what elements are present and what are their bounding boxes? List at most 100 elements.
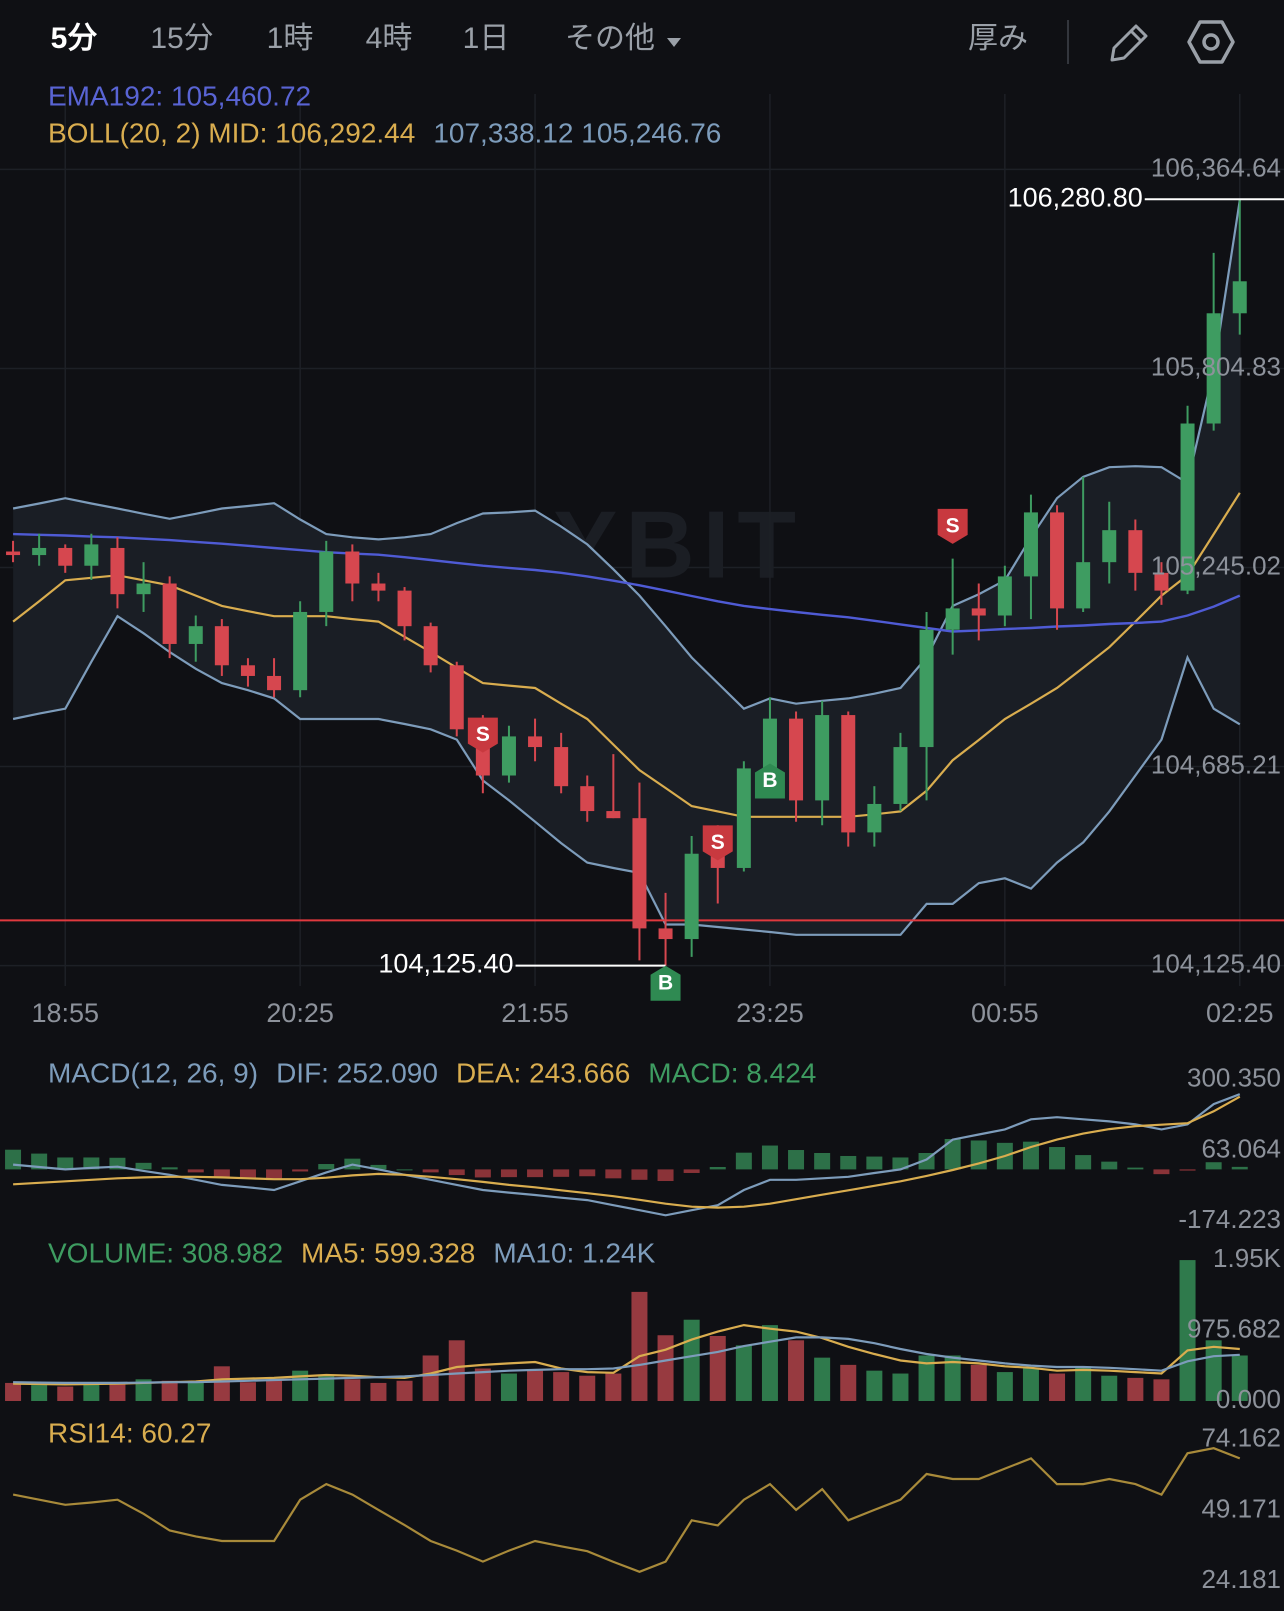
rsi-line [12,1447,1241,1573]
depth-tab[interactable]: 厚み [968,22,1028,55]
volume-ma-line [13,1336,1240,1384]
volume-bar [527,1370,544,1401]
macd-histogram-bar [213,1169,230,1177]
candle-body [580,786,595,812]
macd-histogram-bar [1101,1161,1118,1170]
volume-bar [814,1357,831,1401]
candle-body [841,715,856,833]
y-tick-label: 105,804.83 [1151,351,1281,381]
interval-tab[interactable]: 4時 [366,22,413,55]
candle-body [684,853,699,940]
legend-item: DEA: 243.666 [456,1057,630,1088]
macd-histogram-bar [605,1169,622,1179]
volume-bar [135,1379,152,1401]
y-tick-label: 74.162 [1201,1423,1281,1453]
legend-item: MA5: 599.328 [301,1237,475,1268]
legend-item: MACD: 8.424 [648,1057,816,1088]
volume-bar [1101,1375,1118,1401]
volume-bar [657,1335,674,1401]
candle-body [815,715,830,801]
macd-histogram-bar [761,1145,778,1170]
macd-histogram-bar [892,1157,909,1170]
macd-histogram-bar [657,1169,674,1182]
candle-body [501,736,516,776]
volume-bar [605,1373,622,1401]
volume-bar [422,1355,439,1401]
interval-tab[interactable]: 1時 [267,22,314,55]
macd-histogram-bar [135,1162,152,1170]
macd-histogram-bar [553,1169,570,1177]
interval-tab[interactable]: 1日 [463,22,510,55]
volume-bar [761,1325,778,1401]
candle-body [1206,313,1221,424]
candle-body [214,626,229,666]
ema-line [13,532,1241,633]
macd-histogram-bar [944,1138,961,1170]
volume-bar [709,1335,726,1401]
legend-item: DIF: 252.090 [276,1057,438,1088]
candle-body [162,583,177,644]
candle-body [528,736,543,748]
macd-histogram-bar [187,1169,204,1173]
macd-histogram-bar [735,1152,752,1170]
legend-item: VOLUME: 308.982 [48,1237,283,1268]
legend-item: MA10: 1.24K [493,1237,655,1268]
y-tick-label: 24.181 [1201,1564,1281,1594]
candle-body [632,818,647,929]
macd-histogram-bar [1127,1167,1144,1170]
x-tick-label: 02:25 [1206,998,1274,1028]
more-tab[interactable]: その他 [565,22,655,55]
volume-bar [683,1319,700,1401]
pencil-icon [1110,24,1148,62]
candle-body [267,675,282,691]
candle-body [789,718,804,801]
volume-bar [500,1373,517,1401]
volume-bar [83,1382,100,1401]
candle-body [1154,572,1169,591]
interval-tab[interactable]: 5分 [51,22,98,55]
candle-body [736,768,751,868]
candle-body [397,590,412,627]
draw-button[interactable] [1110,24,1148,62]
toolbar: 5分 15分 1時 4時 1日 その他 厚み [51,20,1235,64]
candle-body [449,665,464,730]
trade-marker-label: S [711,831,725,854]
boll-mid-line [12,492,1241,818]
candle-body [606,811,621,819]
trade-marker [467,717,498,753]
macd-histogram-bar [1179,1169,1196,1171]
trade-marker-label: B [658,971,673,994]
x-tick-label: 20:25 [266,998,334,1028]
volume-bar [631,1291,648,1401]
volume-bar [1231,1355,1248,1401]
settings-icon-center [1202,33,1220,51]
macd-histogram-bar [370,1164,387,1170]
macd-histogram-bar [500,1169,517,1178]
macd-histogram-bar [83,1157,100,1170]
macd-histogram-bar [709,1167,726,1170]
volume-bar [187,1382,204,1401]
macd-histogram-bar [266,1169,283,1181]
interval-tab[interactable]: 15分 [150,22,213,55]
y-tick-label: 63.064 [1201,1133,1281,1163]
macd-histogram-bar [422,1169,439,1173]
volume-bar [996,1372,1013,1401]
macd-histogram-bar [109,1157,126,1170]
legend-item: BOLL(20, 2) MID: 106,292.44 [48,117,415,148]
candle-body [1076,562,1091,609]
settings-button[interactable] [1187,20,1235,64]
volume-bar [866,1370,883,1401]
volume-bar [1075,1366,1092,1401]
macd-histogram-bar [239,1169,256,1179]
boll-band-area [13,200,1240,935]
x-tick-label: 23:25 [736,998,804,1028]
volume-bar [944,1355,961,1401]
volume-bar [370,1382,387,1401]
candle-body [371,583,386,591]
candle-body [554,747,569,787]
candle-body [58,547,73,566]
macd-histogram-bar [840,1155,857,1170]
candle-body [1050,512,1065,609]
